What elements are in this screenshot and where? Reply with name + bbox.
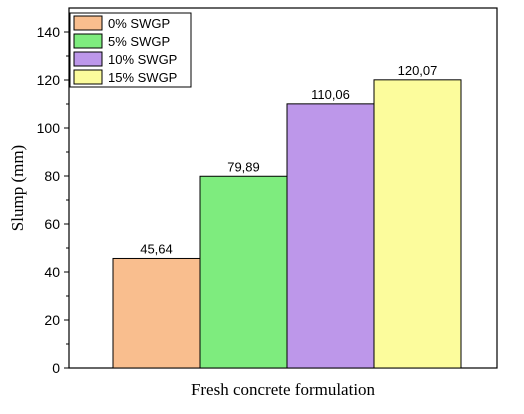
legend-label: 15% SWGP xyxy=(108,70,177,85)
bars-group: 45,64 79,89 110,06 120,07 xyxy=(112,63,462,369)
legend-swatch xyxy=(73,15,103,31)
y-tick-label: 60 xyxy=(44,216,60,232)
data-label: 79,89 xyxy=(227,159,260,174)
legend-swatch xyxy=(73,69,103,85)
y-tick-label: 100 xyxy=(37,120,61,136)
legend: 0% SWGP 5% SWGP 10% SWGP 15% SWGP xyxy=(69,12,192,88)
data-label: 110,06 xyxy=(311,87,350,102)
data-label: 45,64 xyxy=(140,241,173,256)
y-tick-label: 140 xyxy=(37,24,61,40)
bar xyxy=(112,257,201,369)
bar xyxy=(199,175,288,369)
legend-swatch xyxy=(73,33,103,49)
y-tick-label: 40 xyxy=(44,264,60,280)
y-axis-title: Slump (mm) xyxy=(8,145,27,231)
y-tick-label: 120 xyxy=(37,72,61,88)
x-axis-title: Fresh concrete formulation xyxy=(191,380,376,399)
legend-label: 0% SWGP xyxy=(108,16,170,31)
bar xyxy=(286,103,375,369)
data-label: 120,07 xyxy=(398,63,438,78)
y-tick-label: 20 xyxy=(44,312,60,328)
y-axis: 0 20 40 60 80 100 120 140 xyxy=(37,24,69,376)
bar xyxy=(373,79,462,369)
legend-label: 5% SWGP xyxy=(108,34,170,49)
y-tick-label: 80 xyxy=(44,168,60,184)
legend-swatch xyxy=(73,51,103,67)
legend-label: 10% SWGP xyxy=(108,52,177,67)
y-tick-label: 0 xyxy=(52,360,60,376)
